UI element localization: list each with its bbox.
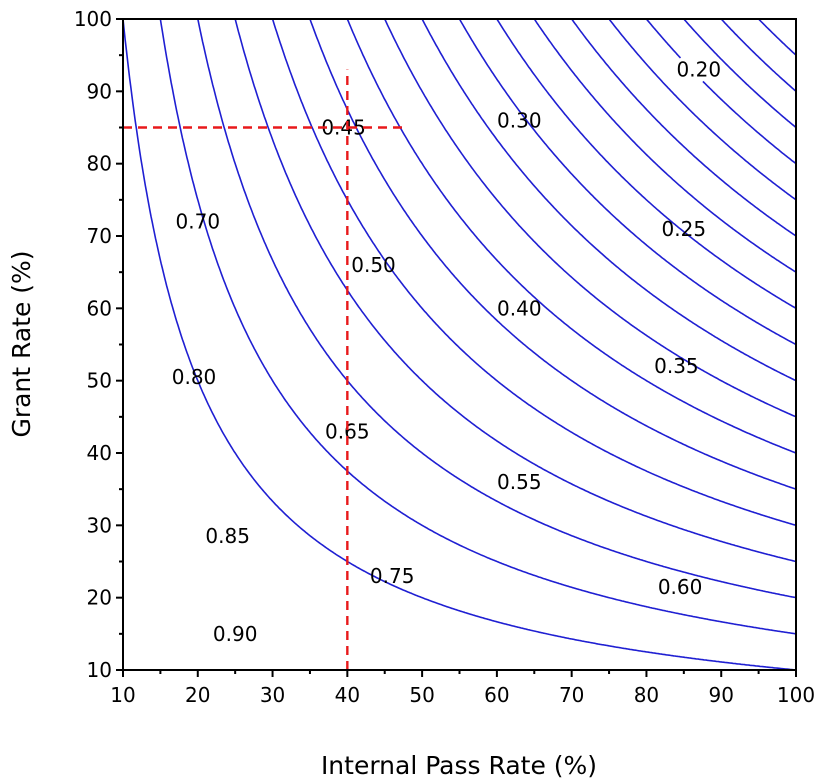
contour-line-0.60 bbox=[346, 19, 796, 454]
contour-label-0.30: 0.30 bbox=[497, 108, 542, 132]
x-tick-label: 10 bbox=[110, 683, 135, 707]
y-tick-label: 40 bbox=[87, 441, 112, 465]
contour-line-0.80 bbox=[196, 19, 796, 599]
y-tick-label: 50 bbox=[87, 369, 112, 393]
x-axis-title: Internal Pass Rate (%) bbox=[321, 751, 597, 780]
contour-line-0.30 bbox=[570, 19, 796, 237]
y-tick-label: 80 bbox=[87, 152, 112, 176]
contour-label-0.50: 0.50 bbox=[351, 253, 396, 277]
contour-line-0.45 bbox=[458, 19, 796, 346]
contour-line-0.10 bbox=[720, 19, 796, 92]
y-tick-label: 70 bbox=[87, 224, 112, 248]
x-tick-label: 20 bbox=[185, 683, 210, 707]
contour-line-0.25 bbox=[608, 19, 796, 201]
contour-label-0.80: 0.80 bbox=[172, 365, 217, 389]
contour-line-0.75 bbox=[234, 19, 796, 563]
contour-line-0.20 bbox=[702, 80, 796, 165]
contour-line-0.15 bbox=[682, 19, 796, 129]
y-tick-label: 10 bbox=[87, 658, 112, 682]
contour-label-0.55: 0.55 bbox=[497, 470, 542, 494]
x-tick-label: 100 bbox=[777, 683, 815, 707]
contour-line-0.90 bbox=[123, 19, 796, 670]
contour-line-0.85 bbox=[159, 19, 796, 635]
contour-label-0.70: 0.70 bbox=[176, 210, 221, 234]
contour-label-0.90: 0.90 bbox=[213, 622, 258, 646]
y-axis-title: Grant Rate (%) bbox=[7, 250, 36, 437]
contour-label-0.40: 0.40 bbox=[497, 296, 542, 320]
contour-line-0.40 bbox=[495, 19, 796, 310]
plot-frame bbox=[122, 18, 797, 671]
y-tick-label: 30 bbox=[87, 513, 112, 537]
contour-line-0.35 bbox=[533, 19, 796, 273]
x-tick-label: 30 bbox=[260, 683, 285, 707]
contour-line-0.50 bbox=[421, 19, 796, 382]
y-tick-label: 60 bbox=[87, 296, 112, 320]
contour-label-0.75: 0.75 bbox=[370, 564, 415, 588]
x-tick-label: 40 bbox=[335, 683, 360, 707]
contour-label-0.20: 0.20 bbox=[677, 58, 722, 82]
x-tick-label: 60 bbox=[484, 683, 509, 707]
y-axis: 10 20 30 40 50 60 70 80 90 100 bbox=[74, 7, 123, 682]
contour-label-0.85: 0.85 bbox=[205, 524, 250, 548]
x-tick-label: 90 bbox=[708, 683, 733, 707]
contour-line-0.65 bbox=[309, 19, 796, 490]
contour-label-0.45: 0.45 bbox=[321, 116, 366, 140]
contour-label-0.35: 0.35 bbox=[654, 354, 699, 378]
y-tick-label: 100 bbox=[74, 7, 112, 31]
contour-line-0.05 bbox=[757, 19, 796, 56]
reference-lines bbox=[123, 69, 408, 670]
x-axis: 10 20 30 40 50 60 70 80 90 100 bbox=[110, 670, 815, 707]
y-tick-label: 20 bbox=[87, 586, 112, 610]
contour-line-0.20 bbox=[645, 19, 682, 59]
x-tick-label: 70 bbox=[559, 683, 584, 707]
contour-line-0.55 bbox=[383, 19, 796, 418]
contour-labels: 0.200.250.300.350.400.450.500.550.600.65… bbox=[172, 58, 721, 646]
contour-label-0.25: 0.25 bbox=[662, 217, 707, 241]
y-tick-label: 90 bbox=[87, 79, 112, 103]
contour-line-0.70 bbox=[271, 19, 796, 527]
contour-label-0.60: 0.60 bbox=[658, 575, 703, 599]
x-tick-label: 50 bbox=[409, 683, 434, 707]
contour-lines bbox=[123, 19, 796, 670]
x-tick-label: 80 bbox=[634, 683, 659, 707]
